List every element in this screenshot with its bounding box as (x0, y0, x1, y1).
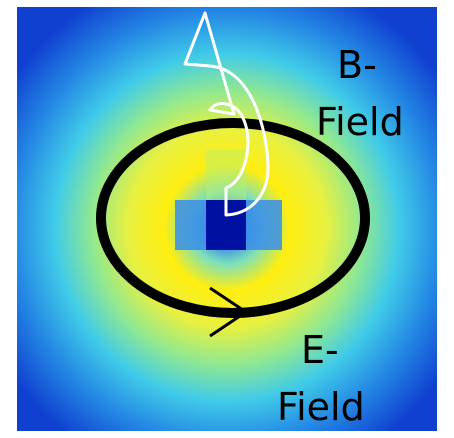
b-field-label-line1: B- (337, 43, 377, 87)
e-field-label-line1: E- (301, 328, 339, 372)
e-field-label-line2: Field (277, 385, 365, 429)
b-field-arrow-icon (183, 11, 270, 217)
e-field-arrowhead-icon (209, 286, 249, 338)
e-field-loop (96, 118, 370, 318)
b-field-label-line2: Field (316, 100, 404, 144)
